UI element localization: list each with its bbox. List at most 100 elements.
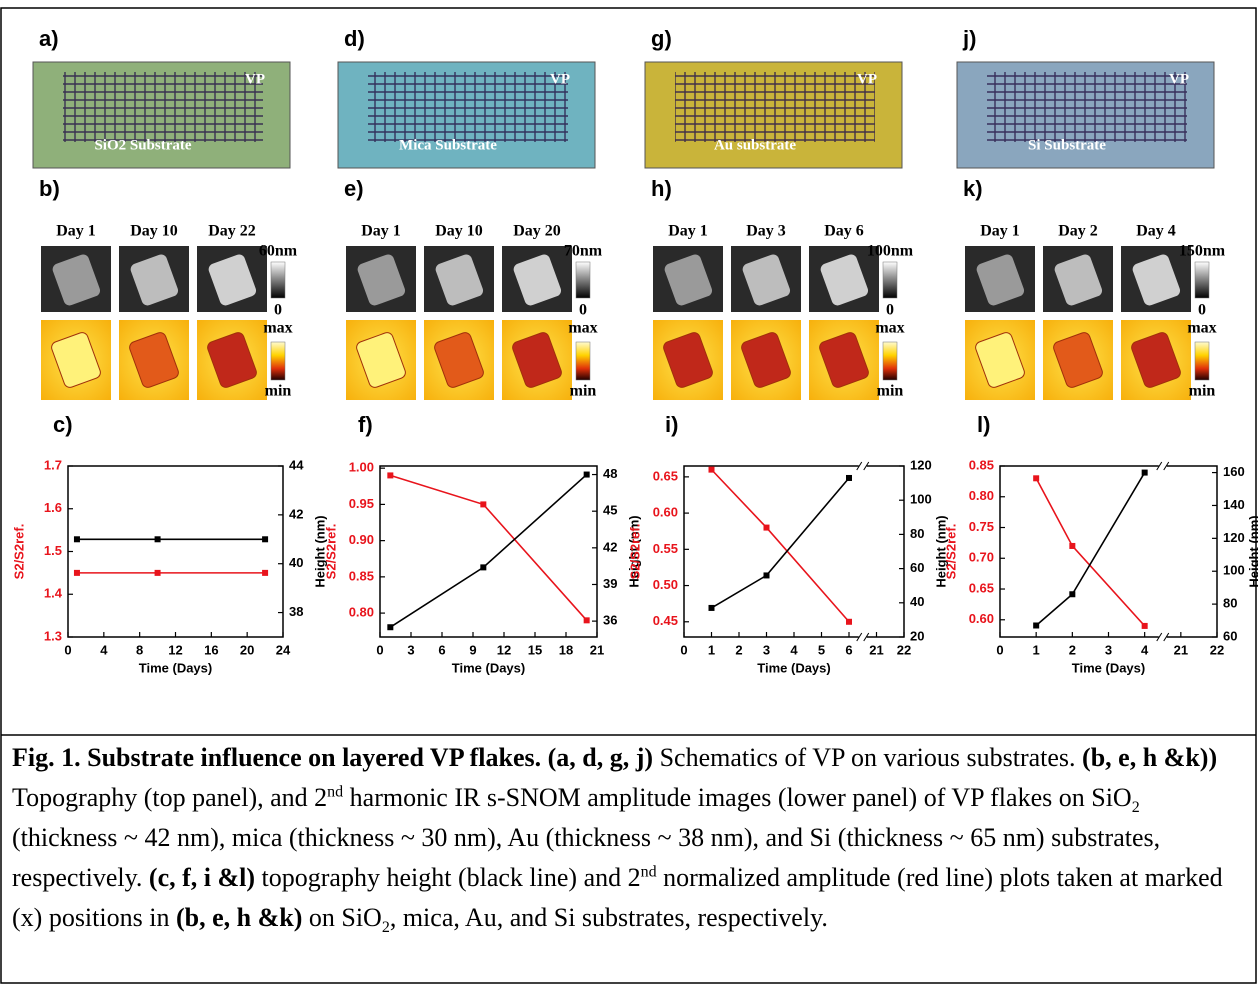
y-tick-label: 0.85 bbox=[349, 568, 374, 583]
flake-snom bbox=[434, 332, 484, 388]
day-label: Day 1 bbox=[56, 223, 96, 240]
x-tick-label: 1 bbox=[1033, 642, 1040, 657]
vp-label: VP bbox=[857, 71, 877, 87]
scale-bar-topo bbox=[1194, 261, 1210, 299]
y2-tick-label: 100 bbox=[1223, 563, 1245, 578]
x-tick-label: 3 bbox=[763, 642, 770, 657]
scale-label: max bbox=[875, 320, 904, 337]
flake-topo bbox=[1132, 254, 1181, 306]
y2-tick-label: 40 bbox=[289, 555, 303, 570]
scale-label: min bbox=[877, 383, 904, 400]
y-tick-label: 1.6 bbox=[44, 500, 62, 515]
y2-tick-label: 40 bbox=[910, 594, 924, 609]
day-label: Day 22 bbox=[208, 223, 256, 240]
y2-axis-label: Height (nm) bbox=[1246, 515, 1258, 587]
panel-label: e) bbox=[344, 176, 364, 201]
flake-snom bbox=[741, 332, 791, 388]
schematic-lattice bbox=[675, 72, 875, 142]
scale-bar-amp bbox=[882, 341, 898, 381]
scale-bar-amp bbox=[1194, 341, 1210, 381]
series-marker bbox=[1033, 475, 1040, 482]
x-tick-label: 0 bbox=[680, 642, 687, 657]
flake-topo bbox=[130, 254, 179, 306]
day-label: Day 6 bbox=[824, 223, 864, 240]
series-marker bbox=[262, 569, 269, 576]
scale-label: 0 bbox=[579, 302, 587, 319]
y-tick-label: 0.60 bbox=[653, 505, 678, 520]
caption-run: (b, e, h &k) bbox=[175, 903, 303, 932]
vp-label: VP bbox=[1169, 71, 1189, 87]
substrate-label: Au substrate bbox=[714, 137, 796, 153]
x-tick-label: 18 bbox=[559, 642, 573, 657]
scale-label: min bbox=[570, 383, 597, 400]
flake-topo bbox=[1054, 254, 1103, 306]
y2-tick-label: 60 bbox=[910, 560, 924, 575]
x-tick-label: 9 bbox=[469, 642, 476, 657]
flake-snom bbox=[51, 332, 101, 388]
scale-label: min bbox=[265, 383, 292, 400]
y-tick-label: 1.4 bbox=[44, 586, 63, 601]
x-tick-label: 22 bbox=[1210, 642, 1224, 657]
flake-snom bbox=[207, 332, 257, 388]
y2-tick-label: 38 bbox=[289, 604, 303, 619]
caption-run: normalized amplitude (red line) plots ta… bbox=[12, 863, 1223, 932]
series-marker bbox=[154, 536, 161, 543]
day-label: Day 1 bbox=[361, 223, 401, 240]
y2-tick-label: 45 bbox=[603, 503, 617, 518]
caption-run: Topography (top panel), and 2 bbox=[12, 783, 328, 812]
y2-tick-label: 20 bbox=[910, 628, 924, 643]
panel-label: d) bbox=[344, 26, 365, 51]
panel-label: f) bbox=[358, 412, 373, 437]
y-tick-label: 0.65 bbox=[969, 580, 994, 595]
panel-label: i) bbox=[665, 412, 678, 437]
plot-frame bbox=[999, 465, 1218, 638]
panel-label: a) bbox=[39, 26, 59, 51]
x-tick-label: 21 bbox=[1174, 642, 1188, 657]
y2-axis-label: Height (nm) bbox=[626, 515, 641, 587]
y-tick-label: 0.70 bbox=[969, 550, 994, 565]
x-tick-label: 0 bbox=[376, 642, 383, 657]
series-marker bbox=[1141, 622, 1148, 629]
series-marker bbox=[1069, 542, 1076, 549]
substrate-label: SiO2 Substrate bbox=[94, 137, 191, 153]
y2-tick-label: 36 bbox=[603, 613, 617, 628]
caption-run: 2 bbox=[381, 919, 390, 937]
x-tick-label: 20 bbox=[240, 642, 254, 657]
plot-frame bbox=[683, 465, 905, 638]
y-tick-label: 0.80 bbox=[969, 488, 994, 503]
scale-bar-topo bbox=[270, 261, 286, 299]
caption-run: nd bbox=[327, 783, 344, 801]
x-tick-label: 15 bbox=[528, 642, 542, 657]
series-marker bbox=[1141, 469, 1148, 476]
x-tick-label: 8 bbox=[136, 642, 143, 657]
series-marker bbox=[583, 617, 590, 624]
y2-tick-label: 80 bbox=[1223, 596, 1237, 611]
flake-topo bbox=[435, 254, 484, 306]
series-line bbox=[389, 473, 588, 628]
series-marker bbox=[763, 572, 770, 579]
y2-tick-label: 80 bbox=[910, 526, 924, 541]
y2-axis-label: Height (nm) bbox=[933, 515, 948, 587]
y-tick-label: 0.65 bbox=[653, 468, 678, 483]
x-tick-label: 5 bbox=[818, 642, 825, 657]
x-tick-label: 1 bbox=[708, 642, 715, 657]
caption-run: (c, f, i &l) bbox=[148, 863, 256, 892]
x-tick-label: 6 bbox=[845, 642, 852, 657]
x-axis-label: Time (Days) bbox=[139, 660, 212, 675]
flake-topo bbox=[357, 254, 406, 306]
flake-snom bbox=[356, 332, 406, 388]
vp-label: VP bbox=[550, 71, 570, 87]
caption-run: 2 bbox=[1131, 799, 1140, 817]
flake-snom bbox=[512, 332, 562, 388]
x-tick-label: 24 bbox=[276, 642, 291, 657]
scale-bar-topo bbox=[575, 261, 591, 299]
scale-label: max bbox=[568, 320, 597, 337]
series-marker bbox=[73, 569, 80, 576]
scale-bar-topo bbox=[882, 261, 898, 299]
series-marker bbox=[1033, 622, 1040, 629]
y-axis-label: S2/S2ref. bbox=[323, 524, 338, 580]
flake-snom bbox=[663, 332, 713, 388]
y-tick-label: 0.60 bbox=[969, 611, 994, 626]
